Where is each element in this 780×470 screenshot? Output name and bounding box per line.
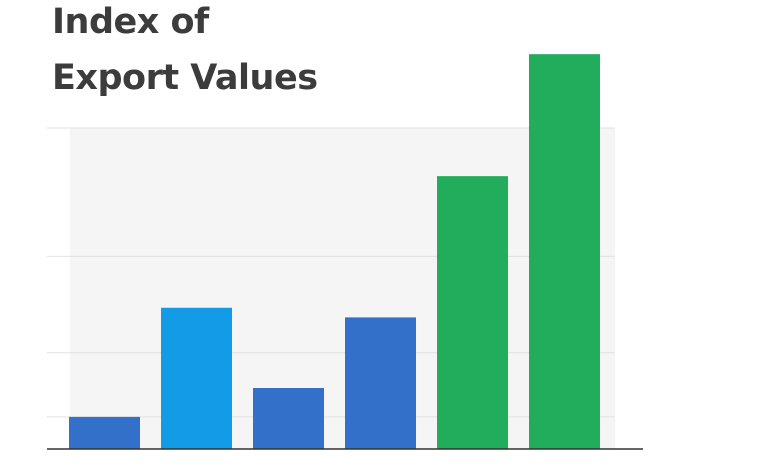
bar — [253, 388, 324, 449]
bar — [345, 317, 416, 449]
bar — [437, 176, 508, 449]
bar — [69, 416, 140, 449]
plot-background — [70, 128, 615, 449]
bar — [529, 54, 600, 450]
bar — [161, 307, 232, 449]
chart-title: Index of Export Values — [52, 2, 318, 98]
